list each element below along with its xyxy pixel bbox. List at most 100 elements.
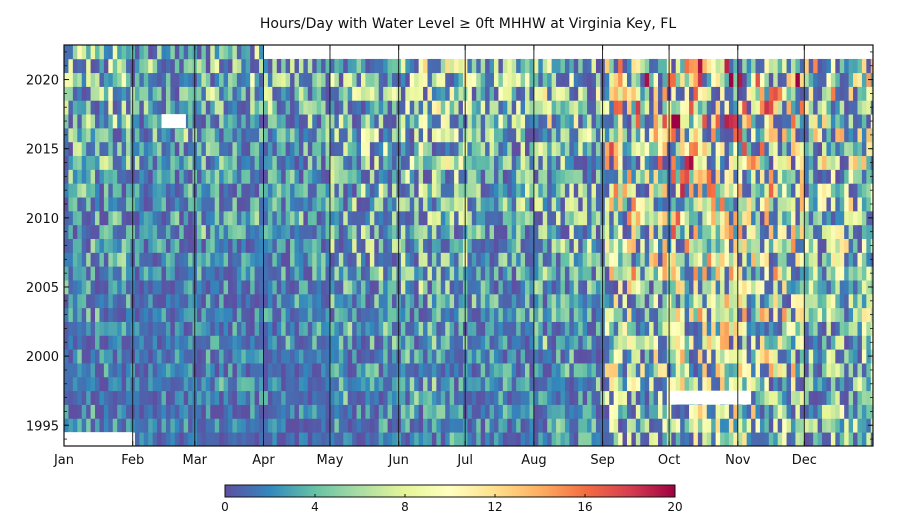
heatmap-cell xyxy=(547,293,553,309)
heatmap-cell xyxy=(631,155,637,170)
heatmap-cell xyxy=(684,432,690,446)
heatmap-cell xyxy=(81,280,87,295)
heatmap-cell xyxy=(201,252,207,267)
heatmap-cell xyxy=(117,335,123,350)
heatmap-cell xyxy=(445,363,451,378)
heatmap-cell xyxy=(272,127,278,143)
heatmap-cell xyxy=(671,307,677,322)
heatmap-cell xyxy=(179,418,185,433)
heatmap-cell xyxy=(148,86,154,101)
heatmap-cell xyxy=(720,238,725,253)
heatmap-cell xyxy=(334,169,340,184)
heatmap-cell xyxy=(644,141,650,157)
heatmap-cell xyxy=(86,169,92,184)
heatmap-cell xyxy=(414,86,420,101)
heatmap-cell xyxy=(418,335,424,350)
heatmap-cell xyxy=(383,266,389,281)
heatmap-cell xyxy=(250,418,256,433)
heatmap-cell xyxy=(263,100,269,115)
heatmap-cell xyxy=(542,141,548,157)
heatmap-cell xyxy=(103,307,109,322)
heatmap-cell xyxy=(835,418,841,433)
heatmap-cell xyxy=(799,418,805,433)
heatmap-cell xyxy=(680,293,686,309)
heatmap-cell xyxy=(174,238,180,253)
heatmap-cell xyxy=(307,100,313,115)
heatmap-cell xyxy=(214,418,220,433)
heatmap-cell xyxy=(839,210,845,226)
heatmap-cell xyxy=(728,418,734,433)
heatmap-cell xyxy=(520,238,526,253)
heatmap-cell xyxy=(822,72,827,87)
heatmap-cell xyxy=(103,114,109,129)
heatmap-cell xyxy=(329,58,335,74)
heatmap-cell xyxy=(706,100,712,115)
heatmap-cell xyxy=(826,141,832,157)
heatmap-cell xyxy=(502,224,508,239)
heatmap-cell xyxy=(117,321,123,336)
heatmap-cell xyxy=(369,363,375,378)
heatmap-cell xyxy=(671,155,677,170)
heatmap-cell xyxy=(715,224,721,239)
heatmap-cell xyxy=(232,141,238,157)
heatmap-cell xyxy=(228,72,233,87)
heatmap-cell xyxy=(374,86,380,101)
heatmap-cell xyxy=(573,197,579,212)
heatmap-cell xyxy=(755,141,761,157)
heatmap-cell xyxy=(392,169,397,184)
heatmap-cell xyxy=(830,390,836,405)
heatmap-cell xyxy=(196,390,202,405)
heatmap-cell xyxy=(303,100,309,115)
heatmap-cell xyxy=(232,169,238,184)
heatmap-cell xyxy=(737,141,743,157)
heatmap-cell xyxy=(449,224,455,239)
heatmap-cell xyxy=(290,224,296,239)
heatmap-cell xyxy=(245,349,251,364)
heatmap-cell xyxy=(290,307,296,322)
heatmap-cell xyxy=(626,238,632,253)
heatmap-cell xyxy=(609,307,615,322)
heatmap-cell xyxy=(205,252,211,267)
heatmap-cell xyxy=(582,266,588,281)
heatmap-cell xyxy=(720,293,725,309)
heatmap-cell xyxy=(325,86,331,101)
heatmap-cell xyxy=(626,183,632,198)
heatmap-cell xyxy=(697,127,703,143)
heatmap-cell xyxy=(250,432,256,446)
heatmap-cell xyxy=(72,307,78,322)
heatmap-cell xyxy=(236,114,242,129)
heatmap-cell xyxy=(445,183,451,198)
heatmap-cell xyxy=(839,335,845,350)
heatmap-cell xyxy=(196,127,202,143)
heatmap-cell xyxy=(343,224,349,239)
heatmap-cell xyxy=(378,293,384,309)
heatmap-cell xyxy=(737,349,743,364)
heatmap-cell xyxy=(861,404,867,419)
heatmap-cell xyxy=(228,376,233,392)
heatmap-cell xyxy=(392,114,397,129)
heatmap-cell xyxy=(86,114,92,129)
heatmap-cell xyxy=(790,72,796,87)
heatmap-cell xyxy=(768,404,774,419)
heatmap-cell xyxy=(414,224,420,239)
heatmap-cell xyxy=(658,390,663,405)
heatmap-cell xyxy=(591,238,597,253)
heatmap-cell xyxy=(799,238,805,253)
heatmap-cell xyxy=(329,252,335,267)
heatmap-cell xyxy=(618,210,624,226)
heatmap-cell xyxy=(485,432,491,446)
heatmap-cell xyxy=(374,280,380,295)
heatmap-cell xyxy=(228,183,233,198)
heatmap-cell xyxy=(378,169,384,184)
heatmap-cell xyxy=(631,280,637,295)
heatmap-cell xyxy=(303,127,309,143)
heatmap-cell xyxy=(680,376,686,392)
heatmap-cell xyxy=(467,224,473,239)
heatmap-cell xyxy=(737,197,743,212)
heatmap-cell xyxy=(560,114,566,129)
heatmap-cell xyxy=(241,335,247,350)
heatmap-cell xyxy=(759,114,765,129)
heatmap-cell xyxy=(365,390,371,405)
heatmap-cell xyxy=(321,141,327,157)
heatmap-cell xyxy=(547,155,553,170)
